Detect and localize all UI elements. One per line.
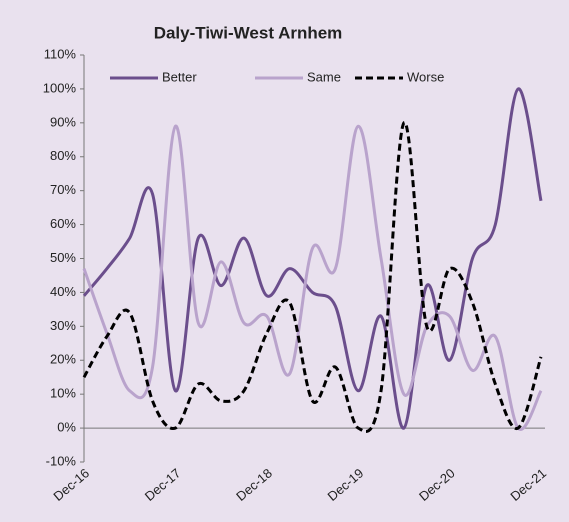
legend-label: Same: [307, 69, 341, 84]
y-tick-label: 0%: [57, 420, 76, 435]
y-tick-label: 60%: [50, 216, 76, 231]
y-tick-label: 90%: [50, 114, 76, 129]
y-tick-label: 40%: [50, 284, 76, 299]
line-series: [82, 124, 543, 431]
y-tick-label: 80%: [50, 148, 76, 163]
legend-label: Better: [162, 69, 197, 84]
y-tick-label: 20%: [50, 352, 76, 367]
y-tick-label: 30%: [50, 318, 76, 333]
y-tick-label: -10%: [46, 453, 77, 468]
y-tick-label: 100%: [43, 80, 77, 95]
y-tick-label: 70%: [50, 182, 76, 197]
line-series: [82, 121, 543, 433]
chart-title: Daly-Tiwi-West Arnhem: [154, 23, 343, 42]
y-tick-label: 110%: [44, 46, 77, 61]
legend-label: Worse: [407, 69, 444, 84]
line-series: [82, 87, 543, 430]
y-tick-label: 10%: [50, 386, 76, 401]
y-tick-label: 50%: [50, 250, 76, 265]
